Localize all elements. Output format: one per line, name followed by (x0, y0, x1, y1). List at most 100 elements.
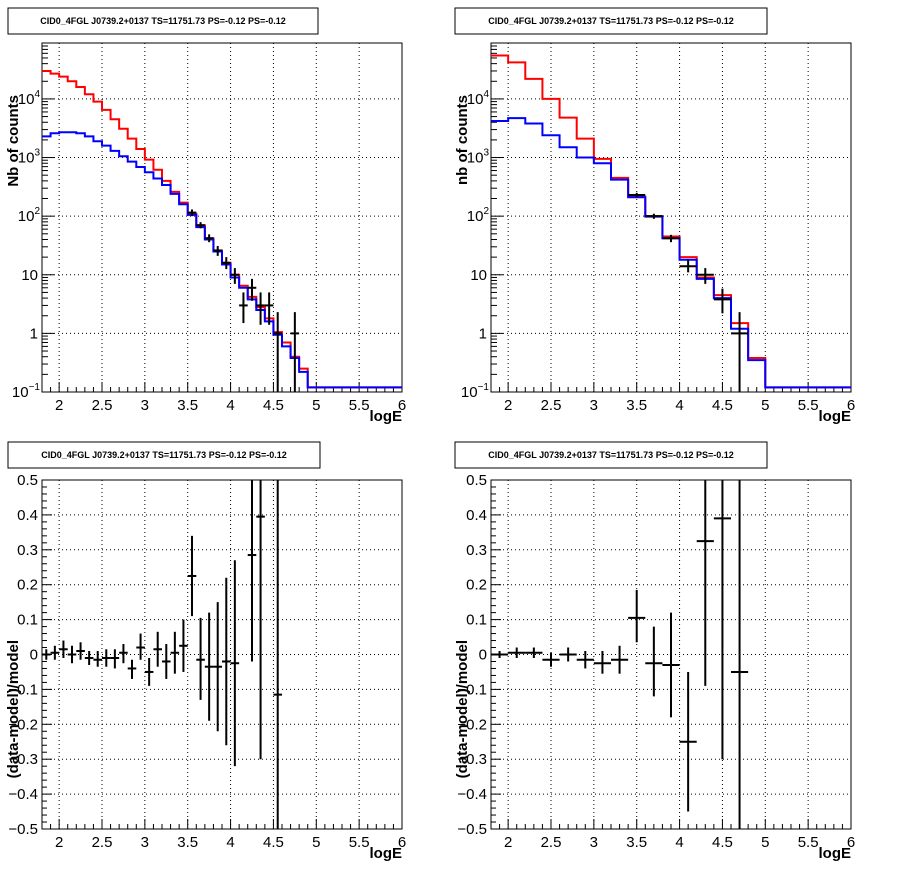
data-points (628, 192, 749, 392)
data-point (136, 633, 145, 660)
x-tick-label: 2.5 (92, 834, 113, 851)
grid-lines (491, 43, 851, 392)
plot-area (42, 43, 402, 392)
data-point (662, 234, 680, 243)
x-tick-label: 3 (590, 834, 598, 851)
data-point (93, 651, 102, 667)
y-tick-labels: 10−1 1 10 102 103 104 (461, 89, 490, 401)
data-point (187, 209, 197, 217)
y-axis-label: nb of counts (454, 95, 471, 185)
x-tick-label: 4.5 (263, 397, 284, 414)
y-tick-label: −0.2 (457, 716, 487, 733)
y-tick-label: 0.4 (17, 507, 38, 524)
y-tick-label: 102 (467, 206, 490, 225)
y-tick-label: −0.5 (8, 821, 38, 838)
data-point (153, 631, 162, 667)
y-tick-label: 0.2 (466, 577, 487, 594)
data-point (222, 257, 231, 270)
y-tick-label: 0.1 (17, 612, 38, 629)
data-point (144, 657, 154, 686)
data-layer (491, 54, 851, 392)
grid-lines (42, 43, 402, 392)
y-tick-label: −0.4 (457, 786, 487, 803)
plot-frame (41, 42, 403, 393)
data-layer (42, 69, 402, 392)
data-point (611, 645, 629, 674)
x-tick-label: 6 (847, 834, 855, 851)
y-tick-label: −0.3 (8, 751, 38, 768)
x-tick-label: 3 (141, 397, 149, 414)
data-point (247, 480, 257, 662)
y-tick-label: 0.5 (17, 472, 38, 489)
y-tick-label: 0.2 (17, 577, 38, 594)
x-tick-label: 3 (590, 397, 598, 414)
data-point (42, 649, 51, 660)
y-tick-label: 104 (18, 89, 41, 108)
data-points (42, 480, 282, 829)
y-tick-label: 1 (30, 325, 38, 342)
x-tick-label: 5 (761, 397, 769, 414)
data-point (204, 612, 214, 721)
x-tick-label: 6 (398, 397, 406, 414)
data-point (525, 647, 543, 658)
chart-title: CID0_4FGL J0739.2+0137 TS=11751.73 PS=-0… (488, 16, 734, 26)
data-point (230, 560, 240, 767)
x-tick-label: 3.5 (177, 397, 198, 414)
x-tick-label: 2.5 (541, 397, 562, 414)
data-point (84, 651, 94, 665)
grid-lines (42, 480, 402, 829)
axis-ticks (490, 479, 852, 830)
data-point (196, 617, 205, 700)
x-axis-label: logE (370, 408, 403, 425)
data-point (264, 292, 274, 325)
data-point (213, 245, 222, 256)
chart-title: CID0_4FGL J0739.2+0137 TS=11751.73 PS=-0… (41, 450, 287, 460)
data-point (187, 535, 197, 617)
series-line-1 (42, 131, 402, 389)
x-tick-label: 2 (504, 397, 512, 414)
data-point (170, 631, 180, 674)
y-tick-label: −0.3 (457, 751, 487, 768)
y-tick-label: 10 (470, 267, 487, 284)
y-axis-label: Nb of counts (5, 95, 22, 187)
y-tick-label: 10 (21, 267, 38, 284)
data-point (696, 480, 714, 686)
x-tick-label: 2 (55, 397, 63, 414)
x-tick-label: 4.5 (712, 397, 733, 414)
y-tick-label: 104 (467, 89, 490, 108)
x-tick-label: 5 (761, 834, 769, 851)
y-tick-label: 0.4 (466, 507, 487, 524)
data-point (247, 278, 257, 301)
chart-title-box: CID0_4FGL J0739.2+0137 TS=11751.73 PS=-0… (454, 441, 768, 469)
x-axis-label: logE (819, 408, 852, 425)
y-tick-labels: 10−1 1 10 102 103 104 (12, 89, 41, 401)
x-tick-labels: 2 2.5 3 3.5 4 4.5 5 5.5 6 (504, 834, 855, 851)
y-tick-label: 0.5 (466, 472, 487, 489)
data-point (59, 640, 68, 658)
x-tick-label: 3 (141, 834, 149, 851)
data-point (593, 651, 611, 674)
chart-title-box: CID0_4FGL J0739.2+0137 TS=11751.73 PS=-0… (454, 7, 768, 35)
y-tick-label: −0.2 (8, 716, 38, 733)
panel-bottom-right: 2 2.5 3 3.5 4 4.5 5 5.5 6 −0.5 −0.4 −0.3 −0.2 −0.1 0 0.… (454, 441, 855, 862)
y-tick-label: −0.4 (8, 786, 38, 803)
data-point (127, 659, 137, 679)
data-point (273, 312, 282, 392)
data-points (491, 480, 749, 829)
data-point (713, 288, 731, 314)
y-tick-label: −0.1 (457, 681, 487, 698)
y-tick-label: 0 (479, 647, 487, 664)
x-tick-label: 5 (312, 397, 320, 414)
x-tick-labels: 2 2.5 3 3.5 4 4.5 5 5.5 6 (55, 834, 406, 851)
data-point (239, 292, 248, 324)
data-layer (491, 480, 749, 829)
data-point (662, 612, 680, 718)
x-tick-label: 5 (312, 834, 320, 851)
data-point (628, 589, 646, 643)
x-tick-label: 5.5 (798, 397, 819, 414)
x-tick-label: 4 (226, 397, 234, 414)
data-point (196, 222, 205, 229)
y-tick-label: 102 (18, 206, 41, 225)
data-point (679, 259, 697, 273)
title-frame (454, 441, 768, 469)
